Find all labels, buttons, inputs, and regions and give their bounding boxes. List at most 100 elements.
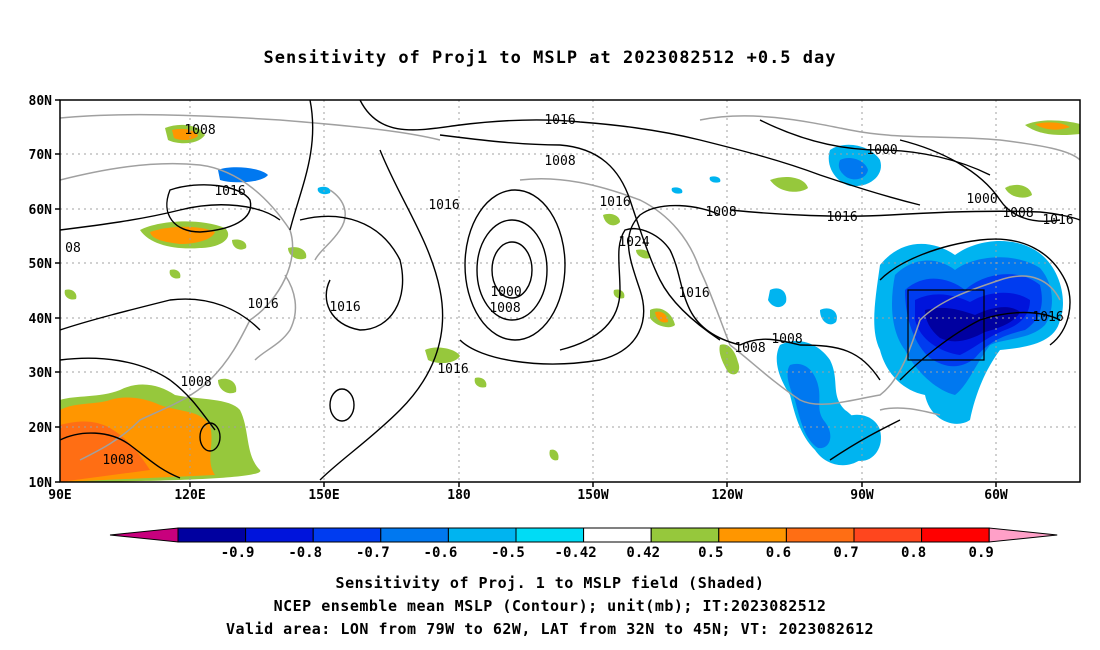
positive-sensitivity-region [425,347,460,364]
coastline-arctic [699,115,1080,161]
coastline-japan [254,274,297,361]
contour-label: 1008 [102,453,133,468]
positive-sensitivity-region [549,449,559,461]
negative-sensitivity-region [820,308,837,325]
colorbar-bin [853,527,923,543]
positive-sensitivity-region [636,249,651,259]
colorbar-bin [177,527,247,543]
contour-line [60,204,281,231]
lat-label: 20N [29,421,53,436]
lat-label: 40N [29,312,53,327]
contour-label: 1016 [1032,310,1063,325]
colorbar-bin [650,527,720,543]
lon-tick-labels: 90E 120E 150E 180 150W 120W 90W 60W [48,488,1008,503]
colorbar-bin [447,527,517,543]
lon-label: 180 [447,488,471,503]
contour-line [359,100,921,206]
contour-label: 1016 [1042,213,1073,228]
colorbar-label: 0.7 [833,545,858,561]
contour-line [476,219,548,321]
coastline-asia [60,162,294,461]
coastline-alaska [519,177,731,346]
contour-line [899,311,1061,381]
negative-sensitivity-region [768,288,787,308]
colorbar-bin [921,527,990,543]
contour-label: 1008 [771,332,802,347]
contour-label: 1008 [1002,206,1033,221]
colorbar-under-triangle [109,527,179,543]
negative-sensitivity-region [838,158,868,180]
contour-label: 1016 [329,300,360,315]
positive-sensitivity-region [172,128,198,141]
contour-label: 1000 [966,192,997,207]
positive-sensitivity-region [655,311,668,323]
colorbar-bin [245,527,314,543]
positive-sensitivity-region [218,378,237,394]
negative-sensitivity-region [787,363,831,449]
colorbar-label: -0.5 [491,545,525,561]
lat-label: 60N [29,203,53,218]
colorbar-bin [583,527,652,543]
colorbar-bin [718,527,787,543]
contour-line [739,338,881,381]
contour-line [879,238,1071,346]
contour-labels: 1016 1008 1016 1016 1016 1008 1016 1024 … [65,113,1073,468]
contour-line [60,432,181,479]
contour-line [199,422,221,452]
lon-label: 150E [308,488,339,503]
contour-label: 1008 [184,123,215,138]
contour-line [459,204,721,365]
positive-sensitivity-region [474,377,487,388]
plot-frame [59,99,1081,483]
colorbar-label: -0.8 [288,545,322,561]
positive-sensitivity-region [232,239,247,250]
lat-ticks [55,99,60,483]
positive-sensitivity-region [288,247,307,260]
page-title: Sensitivity of Proj1 to MSLP at 20230825… [263,48,837,68]
negative-sensitivity-region [218,167,268,183]
caption-shading: Sensitivity of Proj. 1 to MSLP field (Sh… [335,574,765,592]
colorbar-label: 0.9 [969,545,994,561]
contour-label: 1016 [826,210,857,225]
colorbar: -0.9 -0.8 -0.7 -0.6 -0.5 -0.42 0.42 0.5 0.6 0.7 0.… [109,527,1058,561]
contour-line [491,241,533,299]
contour-line [899,139,1061,222]
colorbar-bin [785,527,855,543]
lon-label: 90W [850,488,874,503]
contour-label: 1016 [599,195,630,210]
lon-label: 120E [174,488,205,503]
colorbar-label: -0.9 [221,545,255,561]
lon-ticks [189,482,997,487]
colorbar-label: -0.6 [424,545,458,561]
contour-line [829,419,901,461]
colorbar-label: 0.5 [698,545,723,561]
lon-label: 90E [48,488,71,503]
contour-label: 1000 [490,285,521,300]
positive-sensitivity-region [64,289,77,300]
lon-label: 150W [577,488,608,503]
coastline-caribbean [879,407,941,416]
contour-label: 1016 [437,362,468,377]
contour-line [289,100,314,231]
coastline-north-america [729,275,1061,406]
mslp-contours [60,100,1080,481]
lat-label: 80N [29,94,53,109]
contour-line [439,134,721,341]
contour-line [60,357,216,431]
positive-sensitivity-region [1005,184,1032,198]
contour-line [319,149,444,481]
positive-sensitivity-region [719,344,740,375]
gridlines [60,100,1080,482]
contour-label: 1016 [678,286,709,301]
colorbar-label: 0.8 [901,545,926,561]
positive-sensitivity-region [169,269,181,279]
lat-label: 50N [29,257,53,272]
positive-sensitivity-region [150,226,215,244]
lat-tick-labels: 10N 20N 30N 40N 50N 60N 70N 80N [29,94,53,491]
lat-label: 70N [29,148,53,163]
positive-sensitivity-region [60,421,150,482]
valid-area-box [907,289,985,361]
contour-label: 1008 [489,301,520,316]
contour-line [299,215,404,331]
